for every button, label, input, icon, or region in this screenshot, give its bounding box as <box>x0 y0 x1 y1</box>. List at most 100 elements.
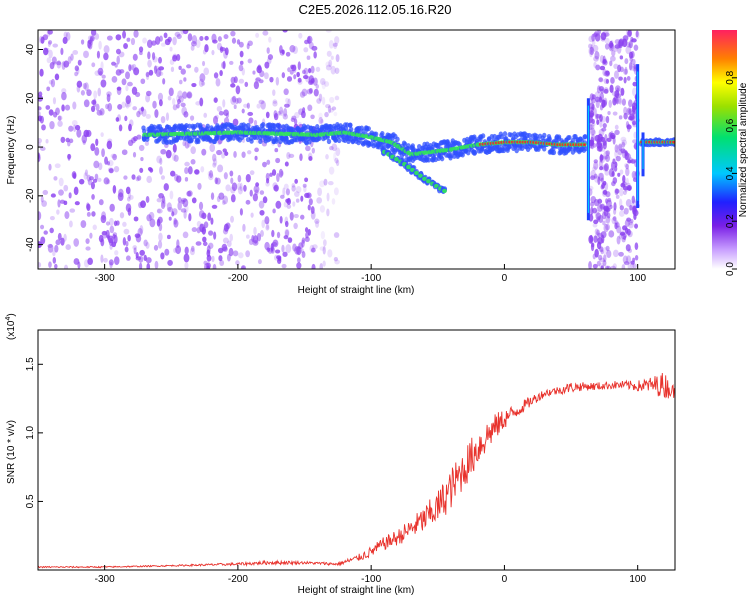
spectrogram-noise-dot <box>203 67 210 76</box>
spectrogram-noise-dot <box>78 178 85 185</box>
spectrogram-noise-dot <box>226 240 232 248</box>
x-tick-label: -200 <box>228 574 248 585</box>
spectrogram-noise-dot <box>217 36 222 42</box>
spectrogram-noise-dot <box>290 64 295 70</box>
spectrogram-noise-dot <box>274 249 281 254</box>
spectrogram-noise-dot <box>139 167 144 173</box>
spectrogram-noise-dot <box>212 39 218 44</box>
spectrogram-noise-dot <box>181 106 188 116</box>
spectrogram-noise-dot <box>608 132 613 139</box>
spectrogram-noise-dot <box>76 85 81 93</box>
spectrogram-noise-dot <box>49 227 54 234</box>
spectrogram-noise-dot <box>230 194 236 203</box>
spectrogram-ridge-edge <box>239 134 245 141</box>
spectrogram-marks <box>38 30 675 269</box>
spectrogram-noise-dot <box>107 103 113 112</box>
spectrogram-noise-dot <box>618 38 625 47</box>
spectrogram-noise-dot <box>303 47 309 53</box>
spectrogram-noise-dot <box>310 206 315 215</box>
spectrogram-noise-dot <box>597 176 601 186</box>
spectrogram-noise-dot <box>167 206 173 213</box>
spectrogram-noise-dot <box>40 236 46 245</box>
spectrogram-noise-dot <box>89 232 93 239</box>
spectrogram-noise-dot <box>173 247 177 253</box>
spectrogram-ridge-edge <box>214 136 219 142</box>
spectrogram-noise-dot <box>611 181 616 187</box>
spectrogram-noise-dot <box>602 259 607 267</box>
spectrogram-noise-dot <box>303 67 309 76</box>
spectrogram-ridge-mid <box>442 188 447 194</box>
spectrogram-noise-dot <box>603 88 609 94</box>
spectrogram-noise-dot <box>60 237 65 246</box>
spectrogram-noise-dot <box>326 208 330 217</box>
spectrogram-noise-dot <box>618 198 623 208</box>
spectrogram-noise-dot <box>605 245 610 252</box>
spectrogram-ridge-edge <box>198 122 203 128</box>
spectrogram-noise-dot <box>290 117 296 123</box>
spectrogram-noise-dot <box>48 261 52 268</box>
spectrogram-noise-dot <box>598 160 603 168</box>
spectrogram-noise-dot <box>219 259 225 266</box>
spectrogram-noise-dot <box>73 238 80 247</box>
spectrogram-noise-dot <box>254 155 258 161</box>
spectrogram-noise-dot <box>139 225 144 234</box>
spectrogram-noise-dot <box>100 79 107 88</box>
spectrogram-noise-dot <box>295 186 302 194</box>
spectrogram-noise-dot <box>283 183 289 190</box>
spectrogram-noise-dot <box>599 65 606 71</box>
spectrogram-ridge-edge <box>232 124 238 131</box>
spectrogram-noise-dot <box>307 204 311 211</box>
spectrogram-noise-dot <box>216 149 223 156</box>
spectrogram-noise-dot <box>279 49 285 56</box>
spectrogram-noise-dot <box>38 106 42 111</box>
spectrogram-y-ticks: -40 -20 0 20 40 <box>25 44 43 252</box>
spectrogram-noise-dot <box>92 224 97 231</box>
spectrogram-noise-dot <box>184 177 189 182</box>
spectrogram-noise-dot <box>285 97 289 104</box>
spectrogram-noise-dot <box>180 199 185 204</box>
spectrogram-noise-dot <box>41 124 46 131</box>
spectrogram-noise-dot <box>594 50 600 60</box>
spectrogram-noise-dot <box>160 42 166 47</box>
spectrogram-noise-dot <box>199 97 204 107</box>
spectrogram-noise-dot <box>253 119 258 126</box>
spectrogram-noise-dot <box>247 111 254 117</box>
spectrogram-noise-dot <box>110 153 117 159</box>
spectrogram-ridge-edge <box>573 134 578 140</box>
spectrogram-noise-dot <box>588 123 595 131</box>
spectrogram-noise-dot <box>149 218 156 228</box>
spectrogram-noise-dot <box>54 73 60 81</box>
spectrogram-noise-dot <box>176 33 182 40</box>
spectrogram-noise-dot <box>286 204 292 210</box>
spectrogram-noise-dot <box>325 30 332 33</box>
spectrogram-noise-dot <box>319 180 326 188</box>
spectrogram-noise-dot <box>46 30 51 37</box>
spectrogram-noise-dot <box>190 159 196 165</box>
spectrogram-noise-dot <box>624 58 629 65</box>
spectrogram-noise-dot <box>283 108 288 117</box>
spectrogram-noise-dot <box>266 247 271 252</box>
spectrogram-noise-dot <box>61 91 67 101</box>
spectrogram-noise-dot <box>631 195 636 204</box>
spectrogram-noise-dot <box>93 90 98 99</box>
spectrogram-noise-dot <box>612 97 617 106</box>
spectrogram-noise-dot <box>182 140 186 147</box>
spectrogram-noise-dot <box>308 80 314 86</box>
spectrogram-noise-dot <box>116 86 122 91</box>
spectrogram-noise-dot <box>172 54 178 62</box>
spectrogram-noise-dot <box>597 232 603 238</box>
spectrogram-noise-dot <box>635 30 639 38</box>
spectrogram-noise-dot <box>603 208 609 217</box>
spectrogram-noise-dot <box>602 220 606 226</box>
spectrogram-noise-dot <box>218 192 225 200</box>
spectrogram-noise-dot <box>86 211 91 217</box>
spectrogram-noise-dot <box>602 246 609 255</box>
spectrogram-noise-dot <box>83 129 90 138</box>
spectrogram-noise-dot <box>611 50 616 57</box>
spectrogram-noise-dot <box>48 80 54 85</box>
spectrogram-noise-dot <box>306 192 312 199</box>
spectrogram-noise-dot <box>619 230 625 236</box>
spectrogram-noise-dot <box>223 49 228 59</box>
spectrogram-noise-dot <box>210 192 215 200</box>
spectrogram-noise-dot <box>132 53 138 61</box>
